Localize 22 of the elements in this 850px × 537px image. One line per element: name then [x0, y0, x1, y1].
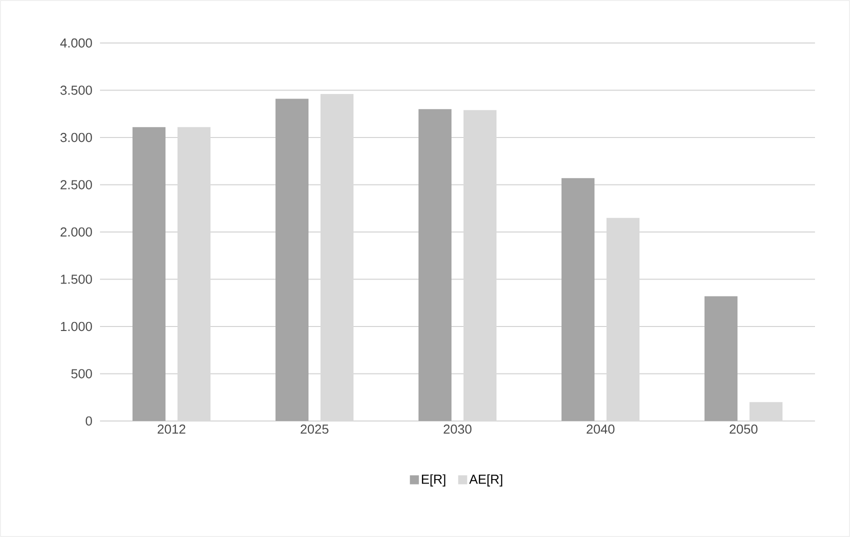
y-tick-label: 3.000	[60, 132, 92, 142]
y-tick-label: 0	[86, 416, 92, 426]
bar	[132, 127, 166, 421]
x-tick-label: 2030	[444, 424, 472, 434]
y-tick-label: 2.000	[60, 227, 92, 237]
y-tick-label: 3.500	[60, 86, 92, 95]
bar	[562, 178, 595, 421]
bar	[418, 109, 452, 421]
y-tick-label: 2.500	[60, 180, 92, 190]
y-tick-label: 4.000	[60, 38, 92, 48]
y-tick-label: 1.000	[60, 322, 92, 332]
y-tick-label: 1.500	[60, 274, 92, 284]
bar	[750, 402, 782, 421]
x-tick-label: 2025	[300, 424, 328, 434]
x-tick-label: 2012	[158, 424, 186, 434]
x-tick-label: 2050	[730, 424, 758, 434]
y-tick-label: 500	[71, 369, 92, 378]
bar	[704, 296, 738, 421]
bar	[276, 98, 309, 421]
x-tick-label: 2040	[586, 424, 614, 434]
legend-label: E[R]	[422, 474, 446, 486]
legend-label: AE[R]	[469, 474, 502, 486]
